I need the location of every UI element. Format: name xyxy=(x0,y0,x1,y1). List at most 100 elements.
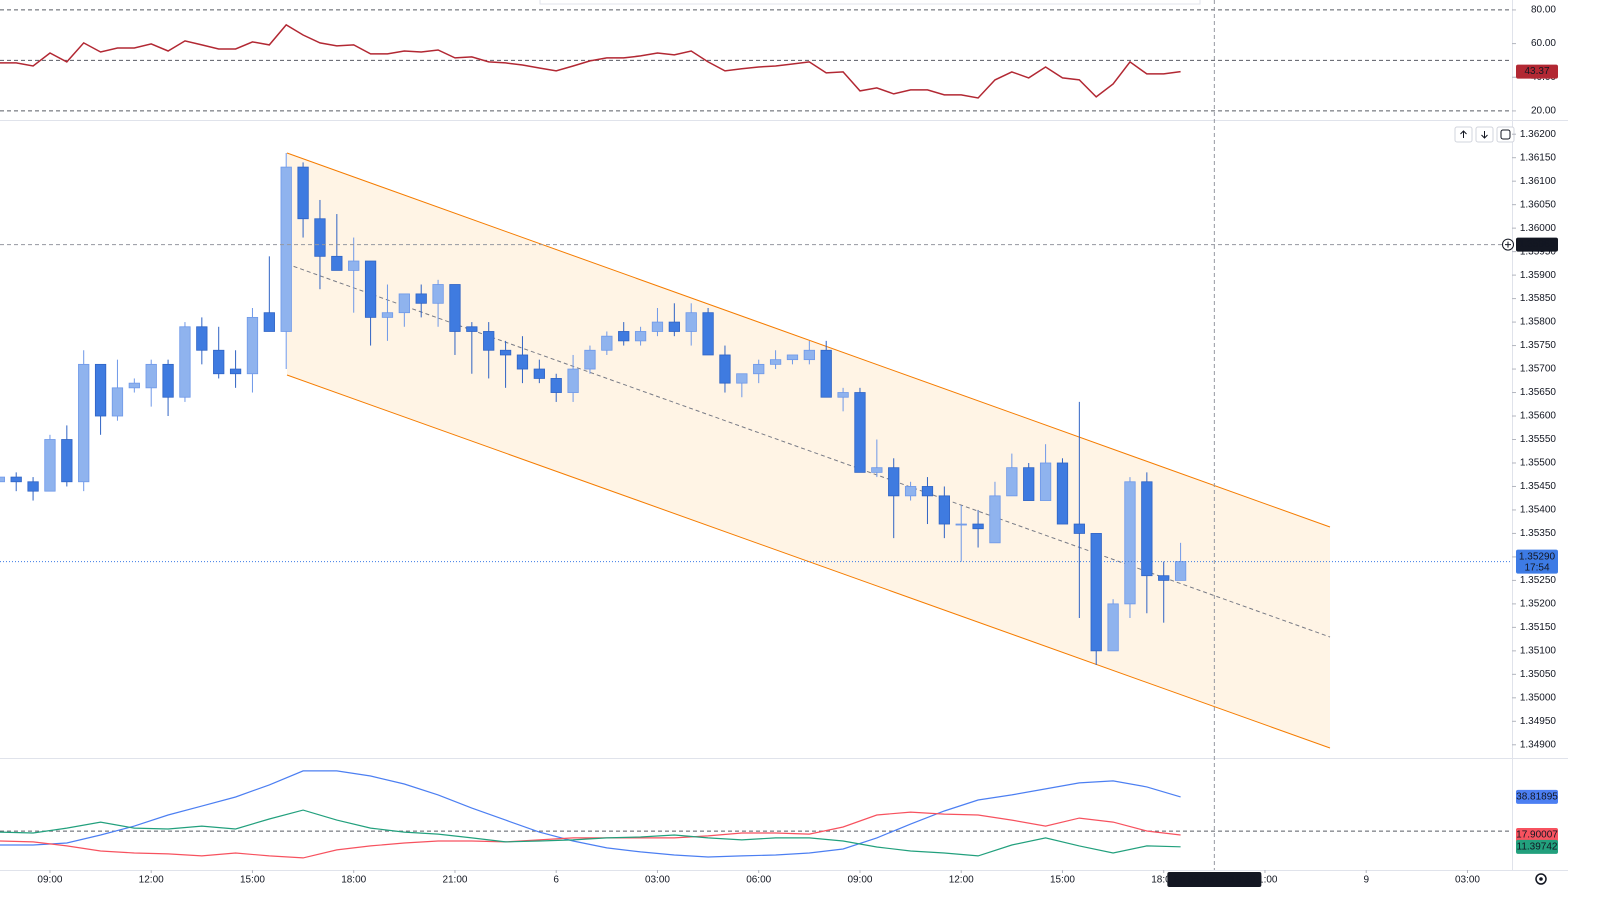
y-tick-label: 1.35200 xyxy=(1520,599,1557,610)
candle-body xyxy=(584,349,596,370)
candle-body xyxy=(854,392,866,473)
arrow-down-icon xyxy=(1481,131,1488,139)
candle-body xyxy=(364,260,377,318)
candle-body xyxy=(904,486,917,497)
series-line xyxy=(0,811,1181,859)
x-tick-label: 18:00 xyxy=(341,875,366,886)
x-tick-label: 15:00 xyxy=(1050,875,1075,886)
x-tick-label: 12:00 xyxy=(139,875,164,886)
y-tick-label: 60.00 xyxy=(1531,38,1556,49)
y-tick-label: 20.00 xyxy=(1531,106,1556,117)
last-value-label: 17.90007 xyxy=(1516,830,1558,841)
candle-body xyxy=(938,495,950,525)
candle-body xyxy=(955,523,967,526)
x-tick-label: 09:00 xyxy=(847,875,872,886)
x-tick-label: 03:00 xyxy=(1455,875,1480,886)
candle-body xyxy=(888,467,900,497)
y-tick-label: 1.35900 xyxy=(1520,270,1557,281)
crosshair-date-label: Fri 06 Jun '25 xyxy=(1173,875,1234,886)
y-tick-label: 1.35500 xyxy=(1520,458,1557,469)
crosshair-price-box xyxy=(1516,237,1558,252)
settings-button[interactable] xyxy=(1535,873,1547,885)
gear-center xyxy=(1539,877,1543,881)
candle-body xyxy=(78,363,90,483)
candle-body xyxy=(651,321,664,332)
candle-body xyxy=(94,363,107,417)
series-line xyxy=(0,23,1181,99)
y-tick-label: 1.34950 xyxy=(1520,716,1557,727)
y-tick-label: 1.35700 xyxy=(1520,364,1557,375)
x-tick-label: 12:00 xyxy=(949,875,974,886)
candle-body xyxy=(0,476,5,483)
y-tick-label: 1.35950 xyxy=(1520,246,1557,257)
candle-body xyxy=(162,363,174,398)
candle-body xyxy=(1107,603,1119,652)
candle-body xyxy=(145,363,157,389)
candle-body xyxy=(179,326,191,398)
candle-body xyxy=(1090,533,1102,652)
candle-body xyxy=(44,439,56,492)
y-tick-label: 1.35550 xyxy=(1520,434,1557,445)
candle-body xyxy=(432,284,444,304)
candle-body xyxy=(263,312,275,332)
last-value-label: 43.37 xyxy=(1524,66,1549,77)
y-tick-label: 1.35100 xyxy=(1520,645,1557,656)
candle-body xyxy=(786,354,799,361)
x-tick-label: 15:00 xyxy=(240,875,265,886)
candle-body xyxy=(769,359,782,365)
candle-body xyxy=(1174,561,1187,581)
y-tick-label: 1.36100 xyxy=(1520,176,1557,187)
y-tick-label: 1.35650 xyxy=(1520,387,1557,398)
candle-body xyxy=(618,331,630,342)
x-tick-label: 06:00 xyxy=(746,875,771,886)
add-alert-plus xyxy=(1505,241,1511,248)
crosshair-price-label: 1.35965 xyxy=(1519,239,1556,250)
y-tick-label: 1.35450 xyxy=(1520,481,1557,492)
last-value-label-box xyxy=(1516,827,1558,842)
y-tick-label: 1.35750 xyxy=(1520,340,1557,351)
y-tick-label: 1.36050 xyxy=(1520,199,1557,210)
candle-body xyxy=(702,312,714,356)
y-tick-label: 1.35350 xyxy=(1520,528,1557,539)
candle-body xyxy=(1141,481,1153,577)
last-value-label: 11.39742 xyxy=(1517,841,1558,852)
crosshair-time-label: 19:30 xyxy=(1230,875,1255,886)
y-tick-label: 1.35000 xyxy=(1520,692,1557,703)
candle-body xyxy=(753,363,765,375)
x-tick-label: 21:00 xyxy=(442,875,467,886)
pane-buttons xyxy=(1454,126,1515,143)
candle-body xyxy=(1073,523,1085,534)
y-tick-label: 1.35600 xyxy=(1520,411,1557,422)
last-value-label-box xyxy=(1516,789,1558,804)
candle-body xyxy=(246,316,259,375)
candle-body xyxy=(719,354,731,384)
candle-body xyxy=(921,486,934,497)
series-line xyxy=(0,770,1181,858)
crosshair-time-box xyxy=(1167,872,1262,887)
candle-body xyxy=(972,523,984,530)
maximize-icon xyxy=(1500,129,1511,140)
x-tick-label: 03:00 xyxy=(645,875,670,886)
candle-body xyxy=(736,373,748,384)
y-tick-label: 1.34900 xyxy=(1520,739,1557,750)
y-tick-label: 1.35400 xyxy=(1520,505,1557,516)
candle-body xyxy=(111,387,124,417)
top-tab xyxy=(539,0,1201,5)
candle-body xyxy=(61,439,73,483)
candle-body xyxy=(196,326,208,351)
y-tick-label: 1.35150 xyxy=(1520,622,1557,633)
last-value-label: 38.81895 xyxy=(1516,792,1558,803)
y-tick-label: 1.36200 xyxy=(1520,129,1557,140)
candle-body xyxy=(1056,462,1069,525)
candle-body xyxy=(1039,462,1052,501)
maximize-button[interactable] xyxy=(1496,126,1515,143)
candle-body xyxy=(415,293,427,304)
candle-body xyxy=(516,354,529,370)
x-tick-label: 18:00 xyxy=(1151,875,1176,886)
candle-body xyxy=(1006,467,1018,497)
candle-body xyxy=(601,335,613,351)
candle-body xyxy=(398,293,410,314)
channel-lower xyxy=(286,374,1331,749)
